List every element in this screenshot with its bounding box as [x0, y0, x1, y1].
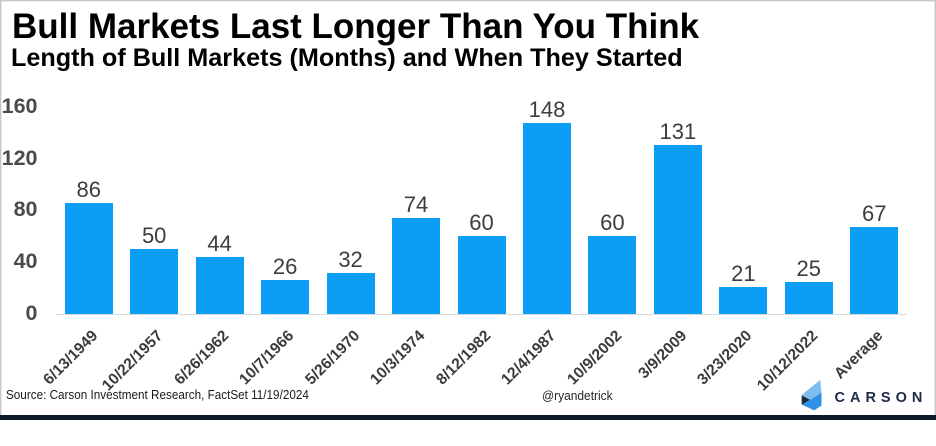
x-tick-label: 10/9/2002	[563, 327, 625, 389]
bar-10/7/1966	[261, 280, 310, 314]
x-tick-label: 3/9/2009	[635, 327, 691, 383]
x-tick-label: 8/12/1982	[432, 327, 494, 389]
bar-3/23/2020	[719, 286, 768, 314]
y-tick-label: 40	[13, 249, 38, 274]
bar-value-label: 32	[338, 246, 363, 272]
chart-title: Bull Markets Last Longer Than You Think	[12, 7, 700, 46]
bar-value-label: 60	[469, 210, 494, 236]
bar-10/12/2022	[784, 281, 833, 314]
x-tick-label: 12/4/1987	[498, 327, 560, 389]
bar-value-label: 148	[528, 96, 566, 122]
source-note: Source: Carson Investment Research, Fact…	[6, 386, 309, 402]
bar-5/26/1970	[326, 272, 375, 314]
x-axis-line	[56, 313, 907, 316]
carson-logo-icon	[801, 379, 822, 411]
chart-page: Bull Markets Last Longer Than You Think …	[0, 7, 936, 420]
y-tick-label: 80	[13, 197, 38, 222]
bar-8/12/1982	[457, 236, 506, 314]
bar-value-label: 50	[141, 223, 167, 249]
bar-12/4/1987	[522, 122, 571, 314]
bar-value-label: 131	[659, 118, 697, 144]
bar-Average	[850, 227, 899, 314]
twitter-handle: @ryandetrick	[542, 388, 613, 404]
x-tick-label: 3/23/2020	[694, 327, 756, 389]
chart-subtitle: Length of Bull Markets (Months) and When…	[11, 44, 683, 72]
bar-10/9/2002	[588, 236, 637, 314]
bar-value-label: 60	[600, 210, 625, 236]
bar-value-label: 21	[731, 260, 756, 286]
x-tick-label: 10/3/1974	[367, 327, 429, 389]
bar-value-label: 67	[862, 201, 887, 227]
bar-value-label: 26	[272, 254, 298, 280]
bar-value-label: 74	[403, 192, 429, 218]
bar-10/22/1957	[130, 249, 179, 314]
bar-10/3/1974	[392, 218, 441, 314]
carson-logo: CARSON	[800, 378, 936, 418]
bar-value-label: 25	[796, 255, 822, 281]
carson-wordmark: CARSON	[834, 389, 928, 406]
y-tick-label: 120	[1, 145, 38, 170]
y-tick-label: 160	[1, 93, 38, 118]
bar-value-label: 86	[76, 176, 101, 202]
bar-6/13/1949	[64, 202, 113, 314]
bar-value-label: 44	[207, 231, 232, 257]
bottom-bar	[0, 415, 936, 420]
bar-6/26/1962	[195, 257, 244, 314]
bar-3/9/2009	[653, 144, 702, 314]
y-tick-label: 0	[25, 300, 38, 325]
